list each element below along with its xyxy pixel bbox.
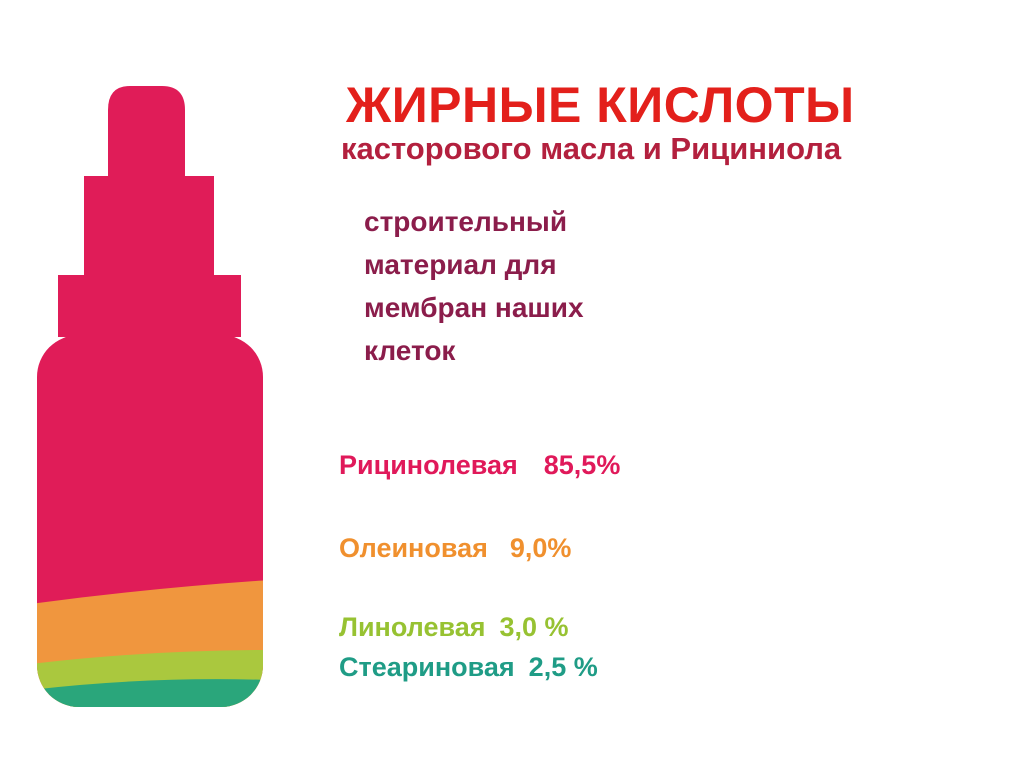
acid-name: Стеариновая (339, 652, 515, 682)
description-line: строительный (364, 206, 568, 237)
acid-item: Олеиновая 9,0% (339, 533, 571, 564)
description-line: мембран наших (364, 292, 584, 323)
bottle-illustration (37, 86, 263, 707)
acid-name: Олеиновая (339, 533, 488, 563)
description: строительный материал для мембран наших … (364, 200, 584, 372)
acid-item: Стеариновая 2,5 % (339, 652, 598, 683)
bottle-cap (108, 86, 185, 178)
acid-share: 2,5 % (528, 652, 598, 682)
description-line: материал для (364, 249, 557, 280)
description-line: клеток (364, 335, 456, 366)
bottle-neck (84, 176, 214, 276)
acid-share: 85,5% (543, 450, 621, 480)
title: ЖИРНЫЕ КИСЛОТЫ (346, 77, 855, 133)
acid-share: 3,0 % (499, 612, 569, 642)
acid-name: Рицинолевая (339, 450, 518, 480)
acid-name: Линолевая (339, 612, 486, 642)
acid-share: 9,0% (509, 533, 572, 563)
bottle-collar (58, 275, 241, 337)
acid-item: Линолевая 3,0 % (339, 612, 569, 643)
subtitle: касторового масла и Рициниола (341, 131, 842, 166)
acid-item: Рицинолевая 85,5% (339, 450, 620, 481)
bottle-body (37, 335, 263, 707)
